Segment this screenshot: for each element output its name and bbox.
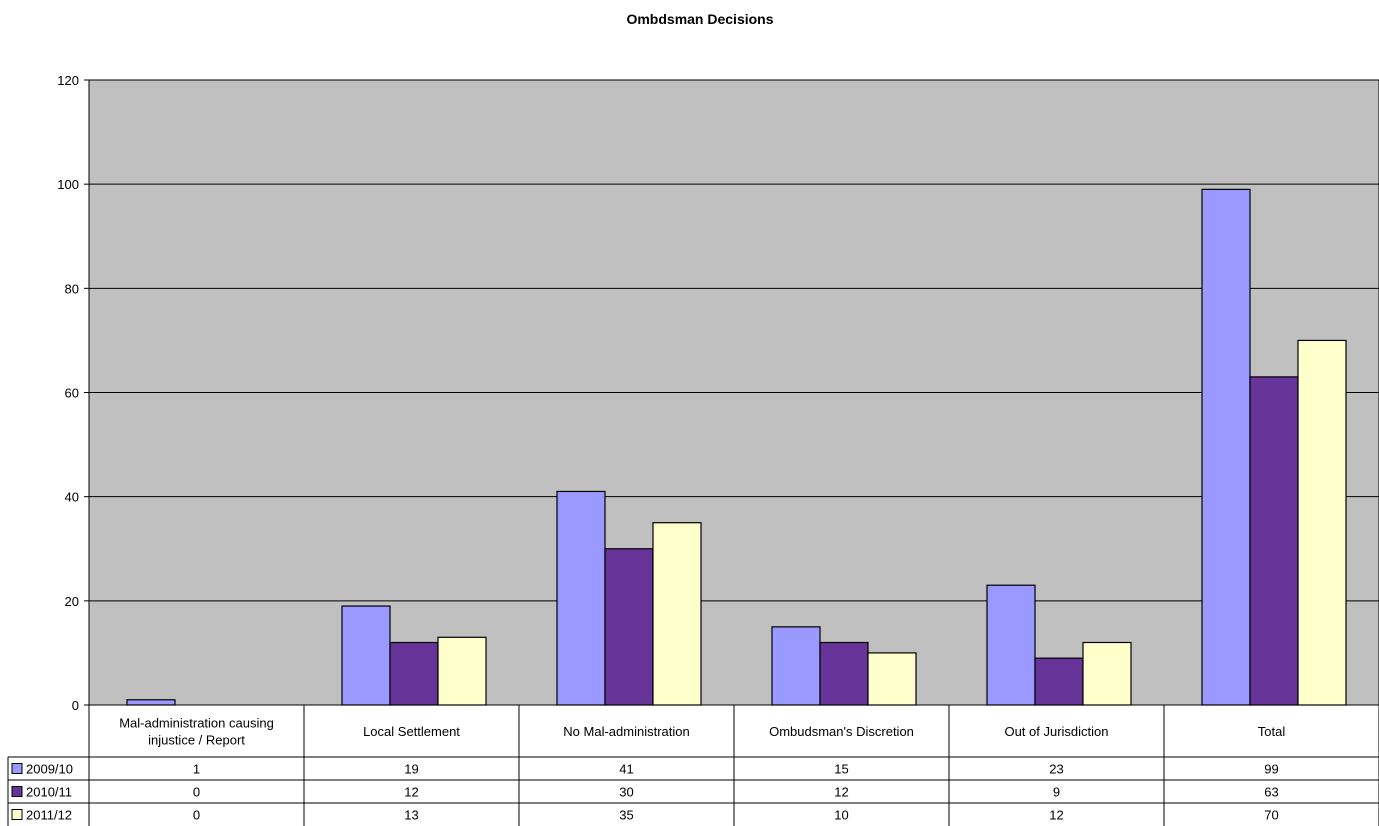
table-cell: 23 <box>1049 762 1063 777</box>
bar <box>986 584 1036 706</box>
category-label: Out of Jurisdiction <box>1004 724 1108 739</box>
bar <box>341 605 391 706</box>
y-axis: 0 20 40 60 80 100 120 <box>57 73 90 713</box>
table-cell: 13 <box>404 808 418 823</box>
table-cell: 12 <box>404 785 418 800</box>
plot-area <box>88 79 1379 706</box>
bar <box>126 699 176 706</box>
table-cell: 10 <box>834 808 848 823</box>
bar <box>1201 188 1251 706</box>
category-label: Ombudsman's Discretion <box>769 724 914 739</box>
table-cell: 70 <box>1264 808 1278 823</box>
bar <box>556 490 606 706</box>
y-tick-label: 120 <box>57 73 79 88</box>
y-tick-label: 0 <box>72 698 79 713</box>
table-cell: 9 <box>1053 785 1060 800</box>
legend-label: 2011/12 <box>26 808 72 823</box>
table-cell: 63 <box>1264 785 1278 800</box>
bar <box>1034 657 1084 706</box>
legend-swatch <box>11 809 23 820</box>
category-label: Mal-administration causing <box>119 716 274 731</box>
table-cell: 12 <box>1049 808 1063 823</box>
legend-swatch <box>11 786 23 797</box>
category-label: Local Settlement <box>363 724 460 739</box>
table-cell: 30 <box>619 785 633 800</box>
chart-title: Ombdsman Decisions <box>626 11 773 27</box>
table-cell: 1 <box>193 762 200 777</box>
legend-swatch <box>11 763 23 774</box>
table-cell: 12 <box>834 785 848 800</box>
legend-label: 2010/11 <box>26 785 72 800</box>
bar <box>1082 641 1132 706</box>
bar <box>1249 376 1299 706</box>
table-cell: 0 <box>193 785 200 800</box>
legend-label: 2009/10 <box>26 762 73 777</box>
y-tick-label: 100 <box>57 177 79 192</box>
category-label: No Mal-administration <box>563 724 689 739</box>
bar <box>1297 339 1347 706</box>
bar <box>652 522 702 706</box>
y-tick-label: 80 <box>65 281 79 296</box>
table-cell: 35 <box>619 808 633 823</box>
table-cell: 41 <box>619 762 633 777</box>
y-tick-label: 20 <box>65 594 79 609</box>
bar <box>819 641 869 706</box>
data-table: Mal-administration causing injustice / Re… <box>7 704 1379 826</box>
bar <box>437 636 487 706</box>
y-tick-label: 40 <box>65 490 79 505</box>
table-cell: 0 <box>193 808 200 823</box>
table-cell: 15 <box>834 762 848 777</box>
bar <box>604 548 654 706</box>
bar <box>771 626 821 706</box>
table-cell: 19 <box>404 762 418 777</box>
bars <box>126 188 1347 706</box>
y-tick-label: 60 <box>65 386 79 401</box>
bar <box>389 641 439 706</box>
table-cell: 99 <box>1264 762 1278 777</box>
category-label: Total <box>1258 724 1286 739</box>
category-label: injustice / Report <box>148 733 245 748</box>
bar <box>867 652 917 706</box>
